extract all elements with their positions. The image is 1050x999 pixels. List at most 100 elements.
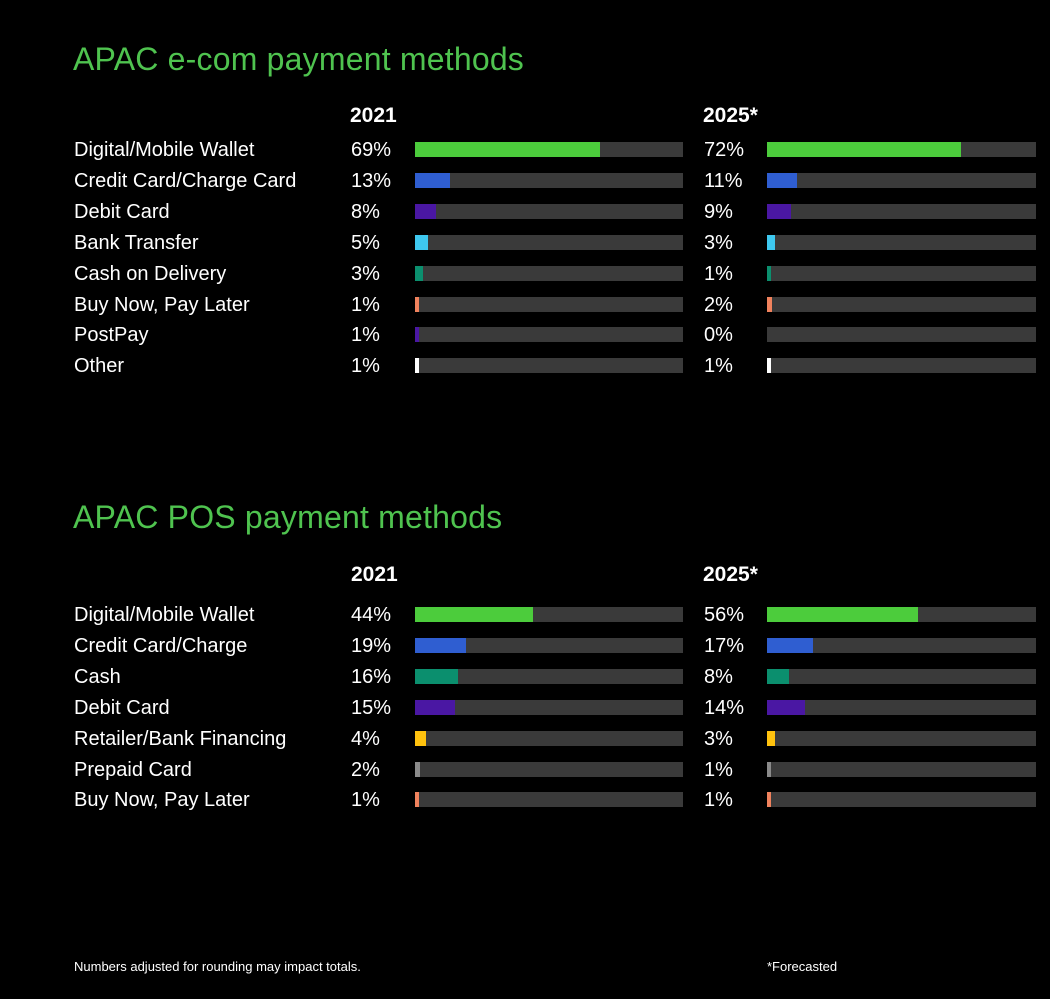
ecom-value-label-2025: 72%: [704, 139, 745, 161]
ecom-value-label-2025: 1%: [704, 262, 733, 285]
pos-category-label: Credit Card/Charge: [74, 634, 248, 657]
pos-value-label-2021: 44%: [351, 604, 392, 626]
ecom-value-label-2025: 0%: [704, 324, 733, 347]
pos-year-2025-header: 2025*: [703, 563, 758, 586]
ecom-row: PostPay 1% 0%: [0, 323, 1050, 347]
ecom-bar-track-2021: [415, 358, 683, 374]
ecom-bar-track-2025: [767, 296, 1036, 312]
ecom-year-2021-header: 2021: [350, 104, 397, 127]
pos-row: Cash 16% 8%: [0, 665, 1050, 689]
pos-chart-title: APAC POS payment methods: [73, 499, 503, 535]
ecom-bar-2025: [767, 142, 961, 157]
pos-bar-track-2025: [767, 607, 1036, 622]
ecom-bar-track-2021: [415, 203, 683, 219]
ecom-value-label-2025: 3%: [704, 231, 733, 254]
pos-value-label-2025: 17%: [704, 634, 745, 657]
pos-value-label-2025: 8%: [704, 665, 733, 688]
pos-bar-track-2025: [767, 730, 1036, 746]
pos-bar-2025: [767, 668, 789, 684]
pos-row: Credit Card/Charge 19% 17%: [0, 634, 1050, 658]
pos-value-label-2025: 14%: [704, 696, 745, 719]
pos-category-label: Prepaid Card: [74, 758, 192, 781]
ecom-value-label-2021: 13%: [351, 169, 392, 192]
pos-bar-2021: [415, 792, 419, 808]
pos-bar-2025: [767, 637, 813, 653]
ecom-bar-track-2021: [415, 296, 683, 312]
ecom-value-label-2021: 8%: [351, 200, 380, 223]
ecom-bar-2021: [415, 234, 429, 250]
ecom-bar-track-2021: [415, 142, 683, 157]
pos-bar-track-2025: [767, 792, 1036, 808]
footnote-rounding: Numbers adjusted for rounding may impact…: [74, 959, 361, 974]
ecom-bar-track-2021: [415, 234, 683, 250]
ecom-category-label: Credit Card/Charge Card: [74, 169, 297, 192]
ecom-value-label-2025: 11%: [704, 169, 743, 192]
ecom-bar-2021: [415, 265, 424, 281]
pos-row: Digital/Mobile Wallet 44% 56%: [0, 603, 1050, 627]
ecom-bar-track-2025: [767, 172, 1036, 188]
pos-bar-2021: [415, 699, 456, 715]
ecom-bar-2021: [415, 142, 600, 157]
ecom-bar-2025: [767, 358, 771, 374]
pos-year-2021-header: 2021: [351, 563, 398, 586]
pos-row: Buy Now, Pay Later 1% 1%: [0, 788, 1050, 812]
pos-value-label-2025: 3%: [704, 727, 733, 750]
pos-bar-2021: [415, 637, 466, 653]
ecom-bar-2025: [767, 203, 792, 219]
pos-bar-2025: [767, 730, 776, 746]
ecom-value-label-2025: 2%: [704, 293, 733, 316]
pos-bar-track-2021: [415, 668, 683, 684]
ecom-bar-2025: [767, 265, 771, 281]
pos-bar-2021: [415, 607, 533, 622]
ecom-value-label-2025: 9%: [704, 200, 733, 223]
footnote-forecasted: *Forecasted: [767, 959, 838, 974]
pos-value-label-2021: 19%: [351, 634, 392, 657]
ecom-bar-2021: [415, 358, 419, 374]
ecom-row: Bank Transfer 5% 3%: [0, 231, 1050, 255]
ecom-bar-track-2025: [767, 358, 1036, 374]
ecom-category-label: Debit Card: [74, 200, 170, 223]
ecom-row: Buy Now, Pay Later 1% 2%: [0, 293, 1050, 317]
pos-value-label-2021: 4%: [351, 727, 380, 750]
ecom-category-label: PostPay: [74, 324, 149, 347]
pos-bar-track-2021: [415, 792, 683, 808]
pos-value-label-2021: 1%: [351, 789, 380, 812]
ecom-bar-track-2025: [767, 265, 1036, 281]
pos-row: Prepaid Card 2% 1%: [0, 758, 1050, 782]
ecom-bar-2021: [415, 296, 419, 312]
ecom-bar-track-2021: [415, 265, 683, 281]
pos-bar-2021: [415, 761, 421, 777]
pos-category-label: Digital/Mobile Wallet: [74, 604, 255, 626]
ecom-category-label: Bank Transfer: [74, 231, 199, 254]
pos-category-label: Buy Now, Pay Later: [74, 789, 250, 812]
pos-bar-2021: [415, 668, 458, 684]
pos-bar-2021: [415, 730, 426, 746]
pos-category-label: Debit Card: [74, 696, 170, 719]
ecom-chart-title: APAC e-com payment methods: [73, 41, 525, 77]
ecom-category-label: Digital/Mobile Wallet: [74, 139, 255, 161]
ecom-row: Cash on Delivery 3% 1%: [0, 262, 1050, 286]
ecom-value-label-2025: 1%: [704, 355, 733, 378]
ecom-row: Debit Card 8% 9%: [0, 200, 1050, 224]
ecom-row: Digital/Mobile Wallet 69% 72%: [0, 138, 1050, 162]
pos-value-label-2025: 56%: [704, 604, 745, 626]
pos-category-label: Retailer/Bank Financing: [74, 727, 287, 750]
ecom-bar-track-2021: [415, 327, 683, 343]
pos-bar-track-2021: [415, 699, 683, 715]
ecom-bar-2021: [415, 327, 419, 343]
pos-value-label-2021: 16%: [351, 665, 392, 688]
ecom-bar-2025: [767, 296, 773, 312]
pos-bar-track-2021: [415, 730, 683, 746]
pos-value-label-2025: 1%: [704, 789, 733, 812]
ecom-bar-2021: [415, 203, 437, 219]
pos-bar-track-2021: [415, 761, 683, 777]
ecom-category-label: Buy Now, Pay Later: [74, 293, 250, 316]
ecom-value-label-2021: 5%: [351, 231, 380, 254]
ecom-bar-track-2025: [767, 327, 1036, 343]
ecom-bar-track-2025: [767, 234, 1036, 250]
pos-bar-track-2025: [767, 668, 1036, 684]
pos-bar-track-2021: [415, 607, 683, 622]
pos-category-label: Cash: [74, 665, 121, 688]
pos-bar-track-2025: [767, 699, 1036, 715]
ecom-category-label: Other: [74, 355, 125, 378]
